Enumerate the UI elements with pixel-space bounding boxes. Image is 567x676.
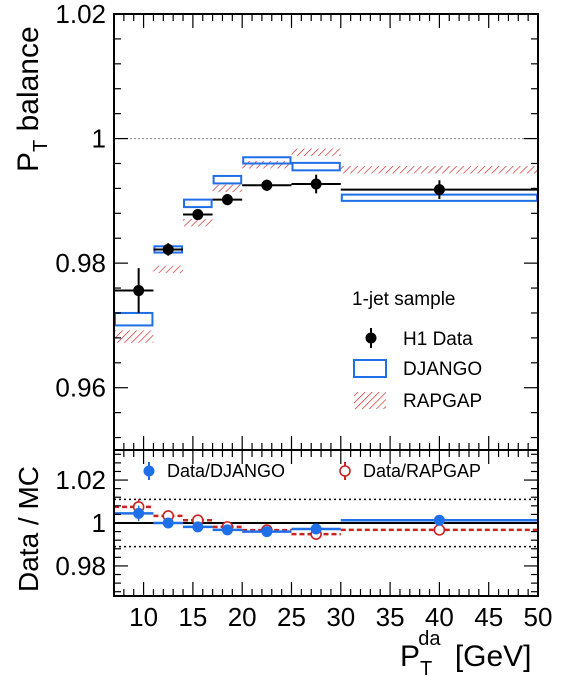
django-box [212,174,243,185]
bottom-panel: 0.98 1 1.02 10 15 20 25 30 35 40 45 50 [55,449,553,632]
data-point [433,184,445,196]
legend-ratio-rapgap-marker [339,462,351,480]
top-ylabel-rest: balance [12,26,45,139]
legend-ratio-rapgap-label: Data/RAPGAP [363,461,481,481]
legend-title: 1-jet sample [352,289,456,310]
top-ylabel-sub: T [30,140,52,152]
top-frame [113,13,539,451]
legend-h1-data-marker [365,328,377,348]
rapgap-band [291,148,341,157]
data-point [261,179,273,191]
xtick-label: 50 [524,602,553,632]
ratio-django-point [192,521,204,533]
bottom-y-axis-label: Data / MC [13,466,44,592]
svg-text:PT balance: PT balance [12,26,52,172]
xtick-label: 40 [425,602,454,632]
bottom-ylabel: Data / MC [13,466,44,592]
xlabel-rest: [GeV] [446,640,531,673]
data-point [162,243,174,255]
top-ylabel-main: P [12,152,45,172]
rapgap-band [212,184,243,193]
rapgap-band [153,265,184,274]
data-point [310,178,322,190]
x-axis-label: PTda [GeV] [400,628,532,676]
django-box [291,161,341,172]
ratio-django-point [433,514,445,526]
legend-h1-data-label: H1 Data [403,329,473,350]
xtick-label: 10 [129,602,158,632]
ratio-django-point [133,507,145,519]
top-y-axis-label: PT balance [12,26,52,172]
legend-ratio-django-marker [143,462,155,480]
bottom-ytick-label: 0.98 [55,551,106,581]
xtick-label: 25 [277,602,306,632]
legend-django-marker [353,359,387,378]
rapgap-band [114,330,154,343]
ratio-django-point [162,517,174,529]
rapgap-band [340,165,538,174]
legend-rapgap-label: RAPGAP [403,391,482,412]
ratio-django-point [221,524,233,536]
xtick-label: 15 [178,602,207,632]
top-ytick-label: 1 [92,124,106,154]
rapgap-band [183,218,213,227]
top-ytick-label: 1.02 [55,0,106,29]
top-panel: 0.96 0.98 1 1.02 [55,0,539,451]
data-point [192,209,204,221]
django-box [114,311,154,327]
ratio-rapgap-point [433,524,446,536]
top-ytick-label: 0.96 [55,373,106,403]
django-box [183,198,213,209]
rapgap-band [242,160,292,169]
xtick-label: 30 [326,602,355,632]
legend-rapgap-marker [354,392,386,409]
xtick-label: 20 [228,602,257,632]
bottom-ytick-label: 1.02 [55,465,106,495]
data-point [221,194,233,206]
ratio-django-point [310,523,322,535]
bottom-legend: Data/DJANGO Data/RAPGAP [143,461,481,481]
top-ytick-label: 0.98 [55,248,106,278]
data-point [133,285,145,297]
xlabel-sup: da [418,628,441,650]
xtick-label: 45 [474,602,503,632]
ratio-django-point [261,526,273,538]
legend-django-label: DJANGO [403,359,482,380]
xlabel-sub: T [420,658,432,676]
xlabel-main: P [400,640,420,673]
django-box [242,156,292,165]
top-legend: 1-jet sample H1 Data DJANGO RAPGAP [352,289,482,412]
xtick-label: 35 [376,602,405,632]
legend-ratio-django-label: Data/DJANGO [167,461,285,481]
bottom-ytick-label: 1 [92,508,106,538]
svg-text:PTda [GeV]: PTda [GeV] [400,628,532,676]
